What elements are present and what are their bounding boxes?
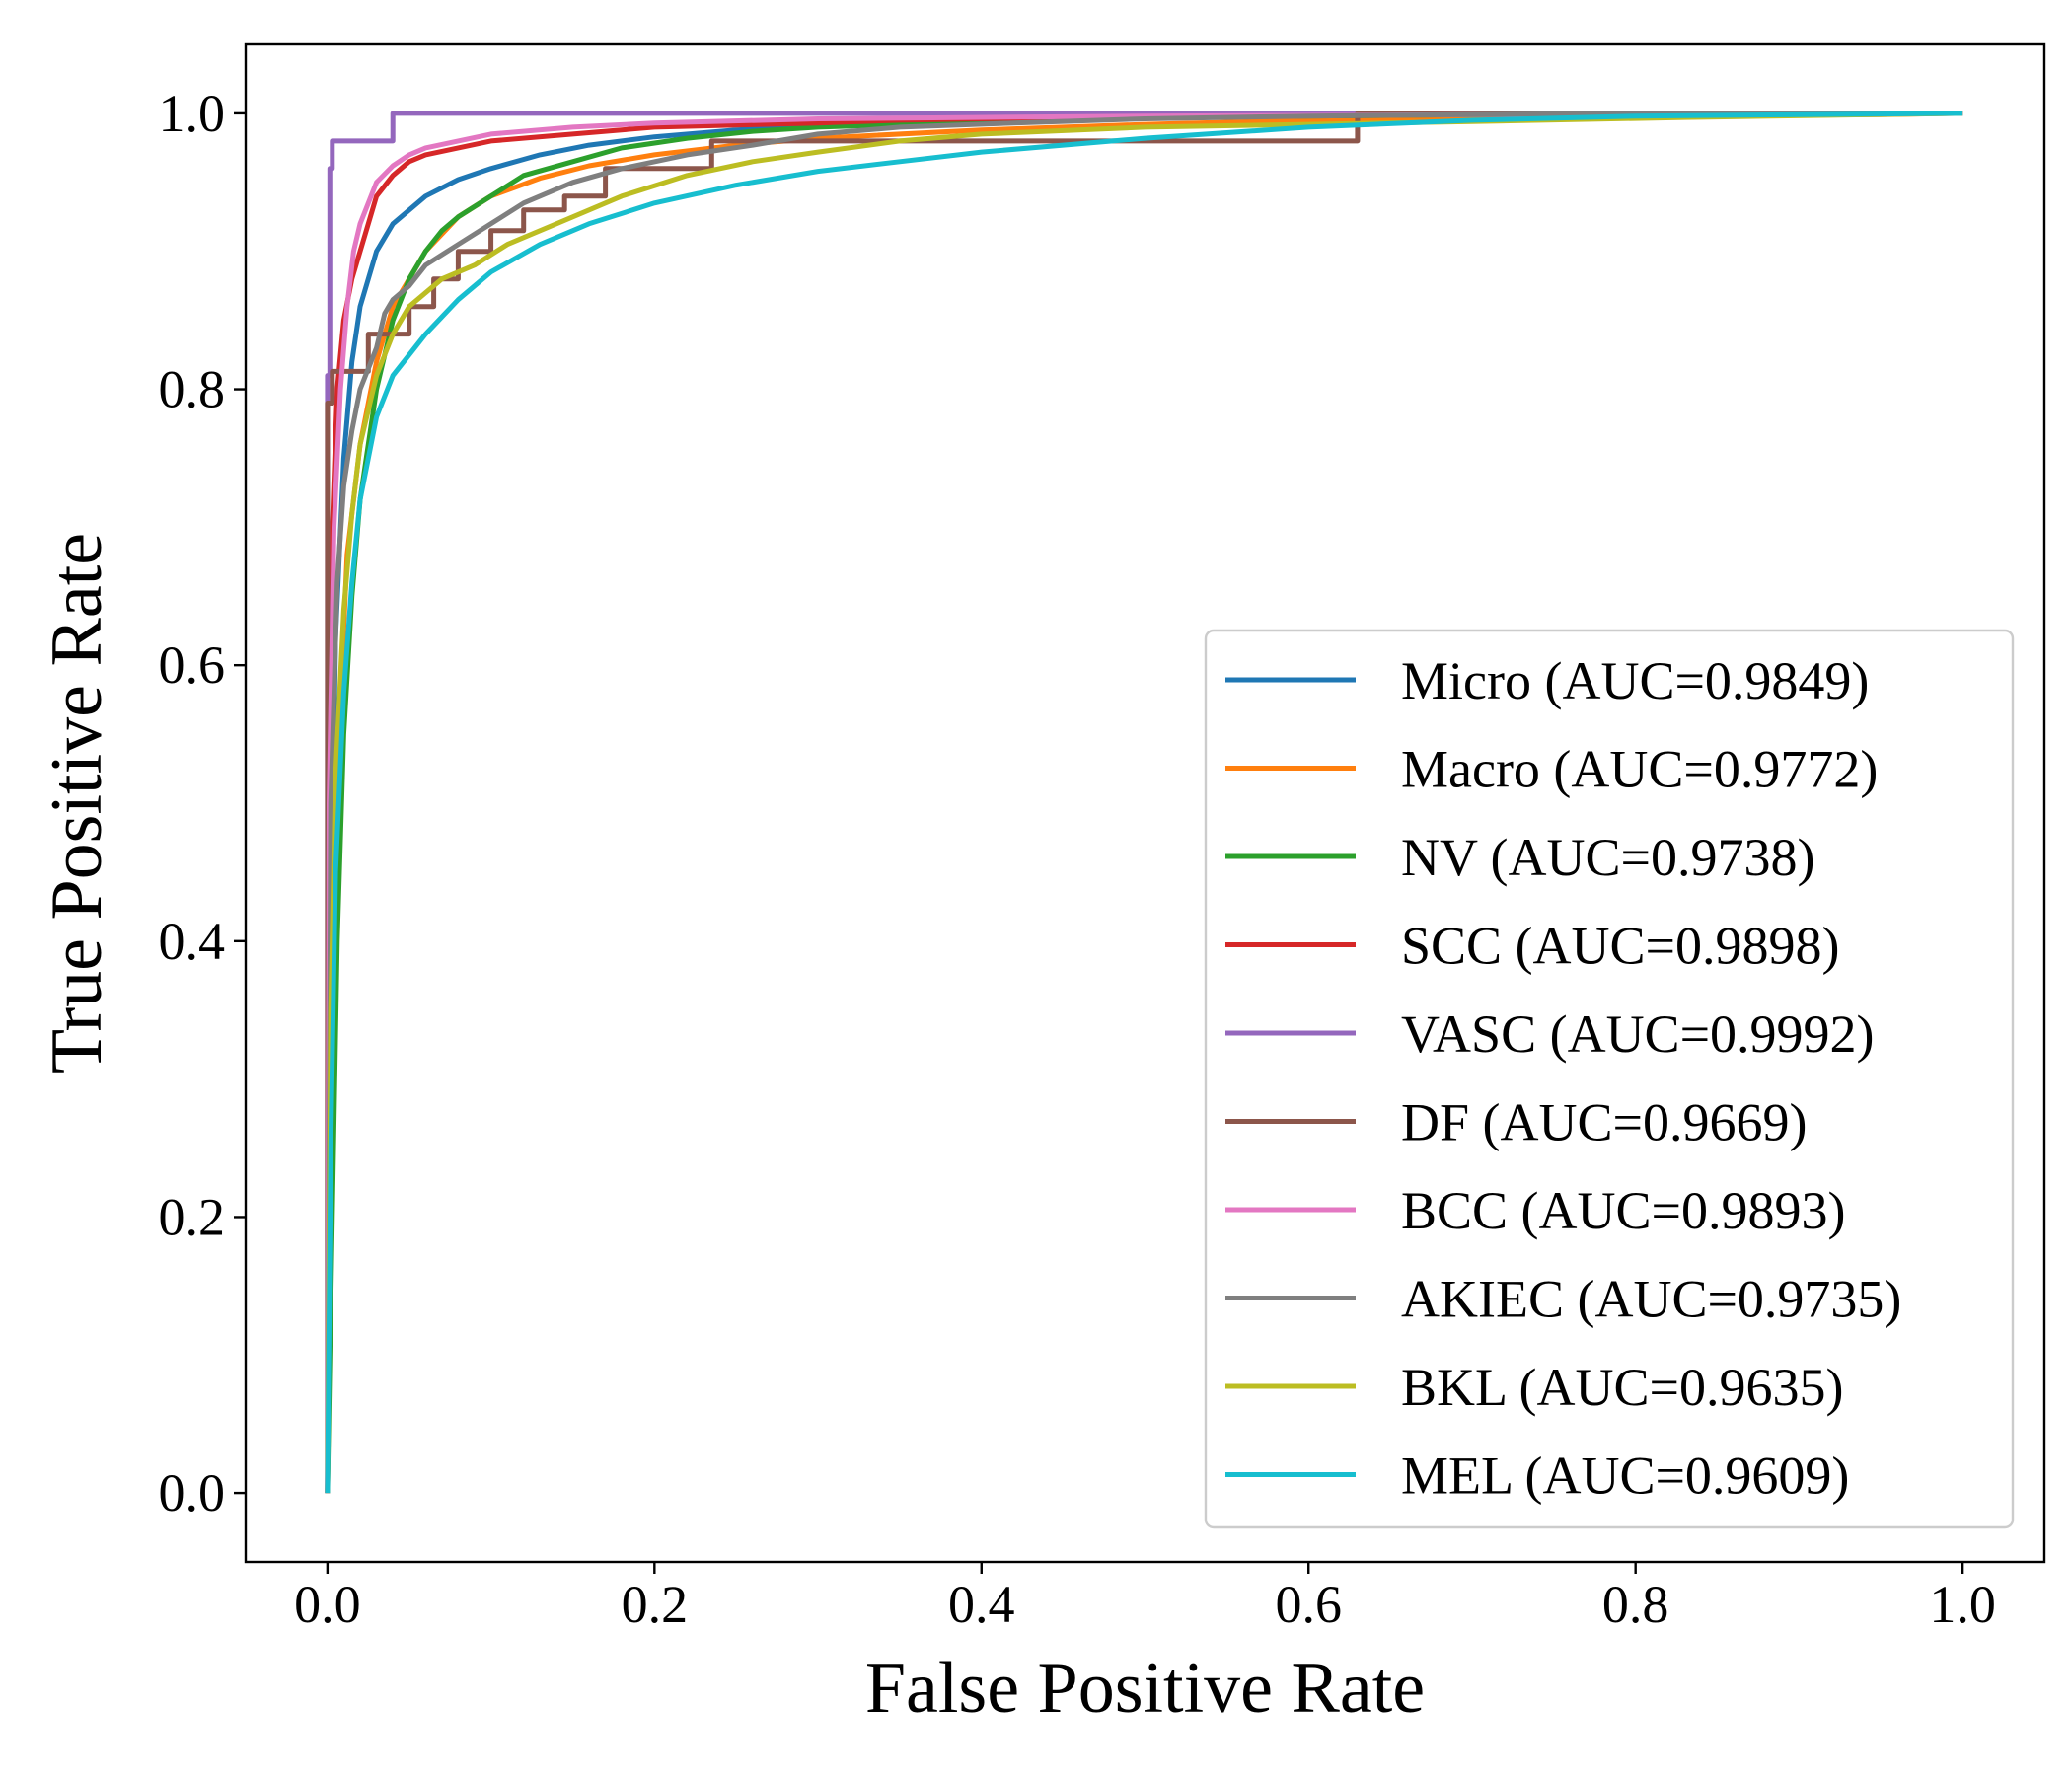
legend-label: MEL (AUC=0.9609) bbox=[1401, 1447, 1849, 1506]
x-tick-label: 0.2 bbox=[622, 1575, 689, 1634]
x-axis-label: False Positive Rate bbox=[865, 1648, 1425, 1729]
y-tick-label: 0.8 bbox=[159, 360, 226, 419]
x-tick-label: 0.0 bbox=[294, 1575, 361, 1634]
x-tick-label: 0.4 bbox=[948, 1575, 1015, 1634]
curves-group bbox=[325, 111, 1963, 1494]
legend-label: BCC (AUC=0.9893) bbox=[1401, 1181, 1845, 1240]
y-tick-label: 0.6 bbox=[159, 635, 226, 695]
x-tick-label: 1.0 bbox=[1929, 1575, 1996, 1634]
roc-curve bbox=[325, 111, 1963, 1494]
y-axis-label: True Positive Rate bbox=[37, 533, 117, 1074]
roc-curve bbox=[325, 111, 1963, 1494]
legend-label: AKIEC (AUC=0.9735) bbox=[1401, 1270, 1901, 1329]
roc-curve bbox=[325, 111, 1963, 1494]
y-tick-label: 0.0 bbox=[159, 1463, 226, 1522]
y-axis-ticks: 0.0 0.2 0.4 0.6 0.8 1.0 bbox=[159, 84, 246, 1522]
legend-label: NV (AUC=0.9738) bbox=[1401, 828, 1814, 887]
legend-label: Macro (AUC=0.9772) bbox=[1401, 740, 1878, 799]
x-axis-ticks: 0.0 0.2 0.4 0.6 0.8 1.0 bbox=[294, 1562, 1996, 1634]
legend-box bbox=[1204, 629, 2015, 1529]
x-tick-label: 0.8 bbox=[1602, 1575, 1669, 1634]
legend-label: Micro (AUC=0.9849) bbox=[1401, 651, 1869, 710]
roc-curve bbox=[325, 111, 1963, 1494]
y-tick-label: 0.4 bbox=[159, 912, 226, 971]
legend: Micro (AUC=0.9849) Macro (AUC=0.9772) NV (… bbox=[1204, 629, 2015, 1529]
y-tick-label: 0.2 bbox=[159, 1187, 226, 1246]
legend-label: BKL (AUC=0.9635) bbox=[1401, 1358, 1843, 1417]
y-tick-label: 1.0 bbox=[159, 84, 226, 143]
legend-label: SCC (AUC=0.9898) bbox=[1401, 917, 1840, 976]
roc-curve bbox=[325, 111, 1963, 1494]
roc-curve bbox=[325, 111, 1963, 1494]
x-tick-label: 0.6 bbox=[1275, 1575, 1342, 1634]
plot-frame bbox=[244, 42, 2046, 1564]
legend-label: VASC (AUC=0.9992) bbox=[1401, 1004, 1875, 1064]
legend-label: DF (AUC=0.9669) bbox=[1401, 1093, 1807, 1152]
